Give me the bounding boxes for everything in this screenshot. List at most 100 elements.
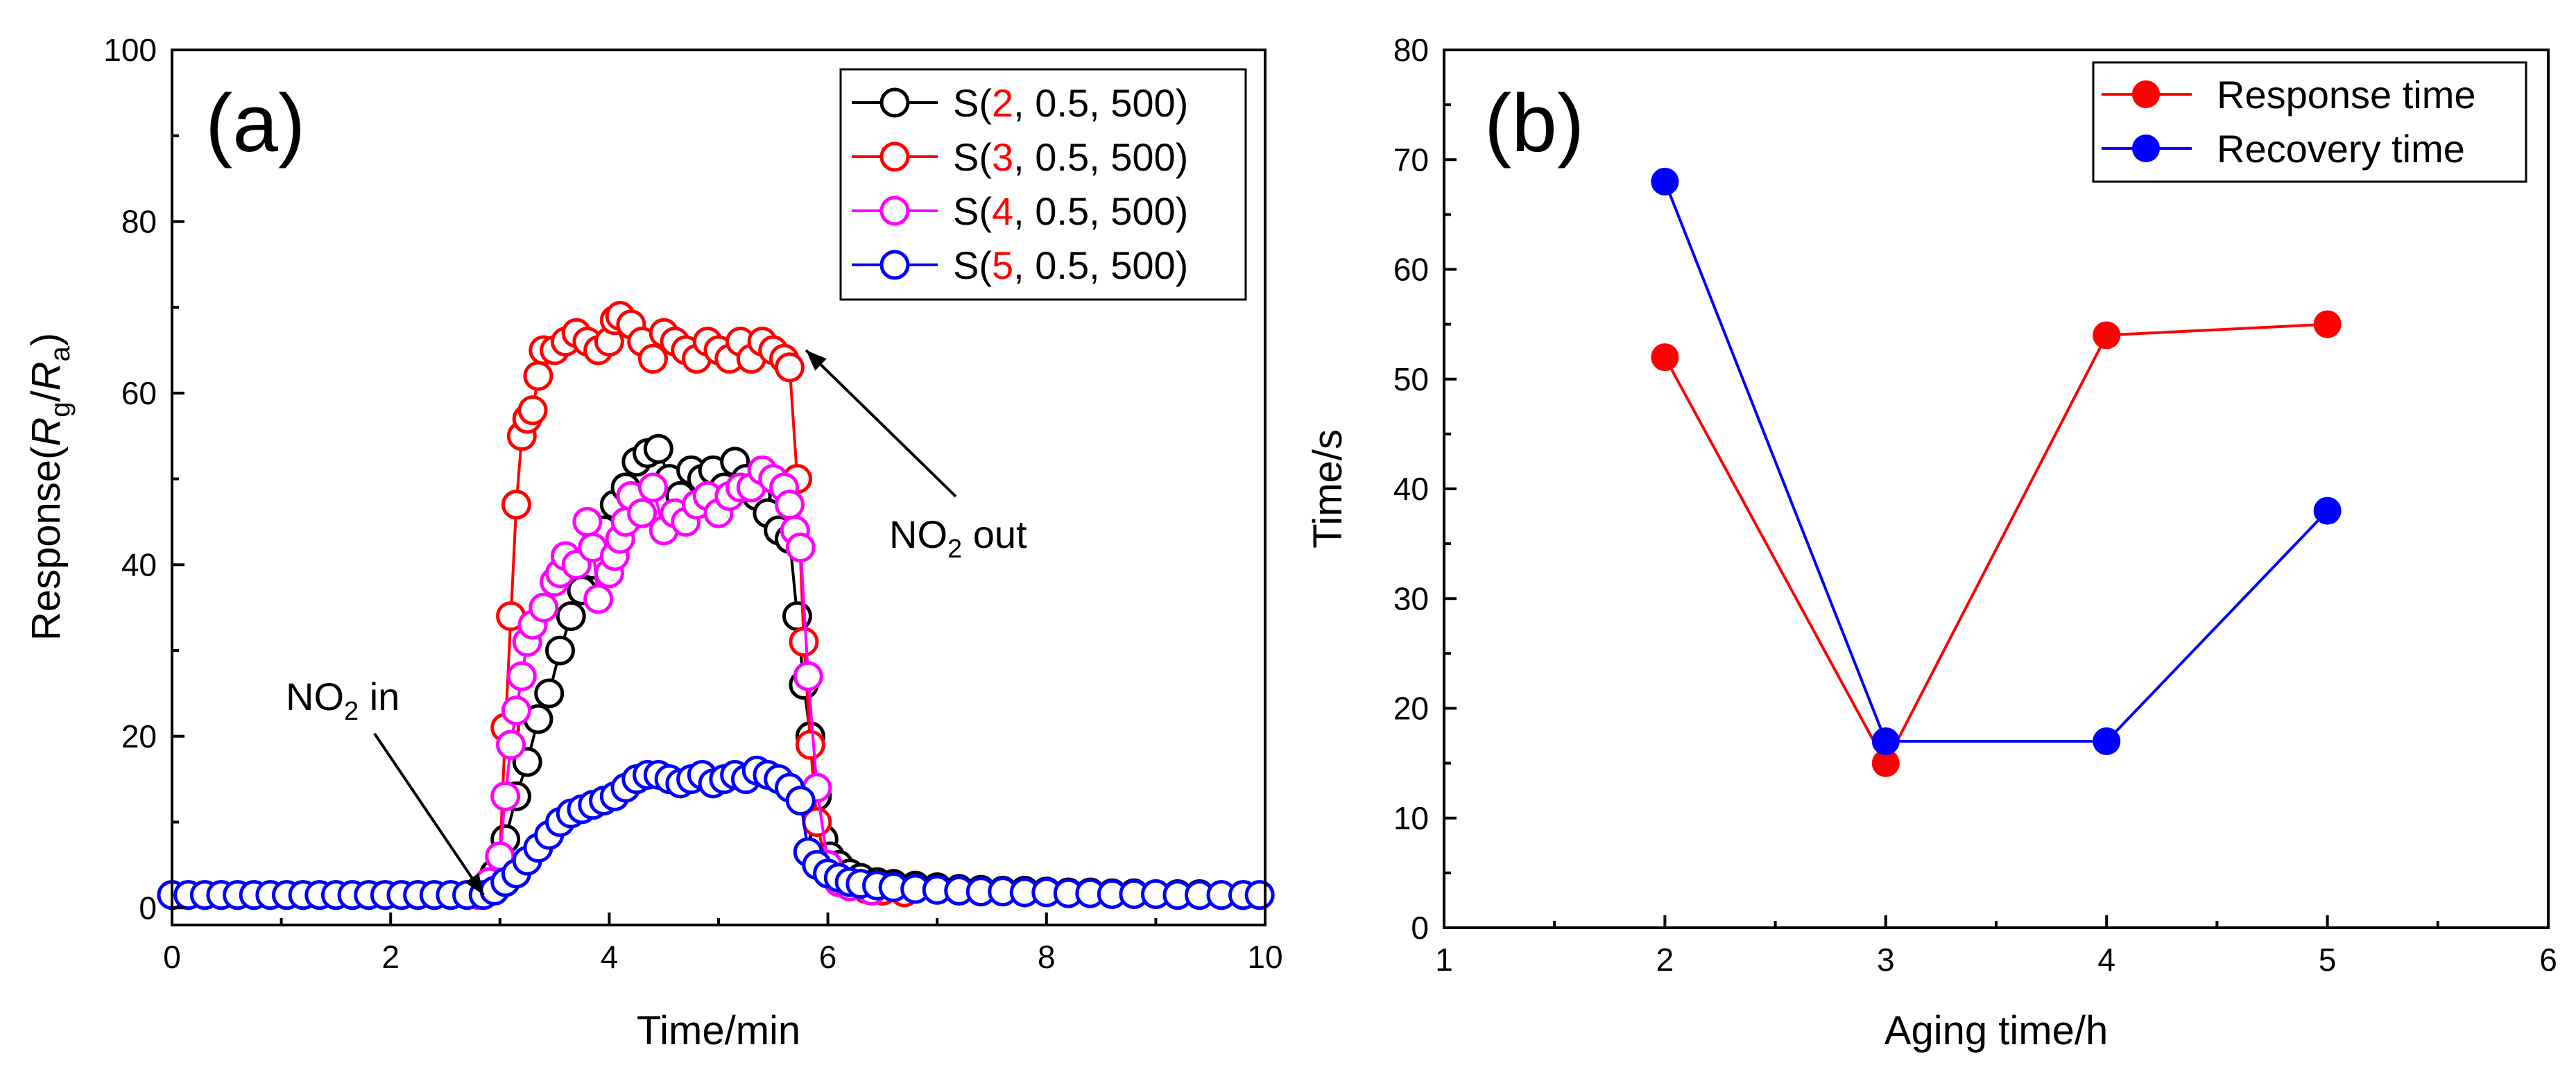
y-label-r2: R: [24, 361, 69, 390]
arrow-shaft: [805, 349, 957, 498]
chart-b-legend-item: Response time: [2102, 73, 2476, 116]
chart-a-legend-item: S(3, 0.5, 500): [852, 135, 1188, 179]
chart-a-x-tick-label: 0: [163, 939, 181, 975]
chart-b-x-tick-label: 4: [2097, 942, 2115, 978]
data-point: [774, 352, 805, 383]
chart-a-y-axis: 0 20 40 60 80 100: [103, 32, 184, 926]
chart-b-y-tick-label: 40: [1393, 471, 1429, 507]
chart-b-x-tick-label: 5: [2319, 942, 2337, 978]
data-point: [789, 627, 819, 657]
chart-a-x-tick-label: 10: [1247, 939, 1282, 975]
y-label-sub2: a: [45, 345, 76, 361]
chart-b: 1 2 3 4 5 6 0 10 20 30 40 50 60 70 80 (b) Aging time/…: [1305, 32, 2557, 1053]
chart-b-y-tick-label: 10: [1393, 800, 1429, 836]
chart-b-y-tick-label: 80: [1393, 32, 1429, 68]
legend-label: S(3, 0.5, 500): [953, 135, 1188, 179]
arrow-head: [806, 350, 827, 371]
chart-a-x-axis: 0 2 4 6 8 10: [163, 913, 1283, 975]
annotation-no2-out-end: out: [962, 512, 1027, 556]
data-point: [637, 343, 668, 374]
legend-label: S(2, 0.5, 500): [953, 81, 1188, 125]
chart-a-legend: S(2, 0.5, 500) S(3, 0.5, 500) S(4, 0.5, 50…: [839, 68, 1247, 301]
legend-swatch-marker: [879, 196, 910, 226]
legend-swatch-marker: [2132, 80, 2160, 108]
chart-b-x-tick-label: 2: [1656, 942, 1674, 978]
y-label-r1: R: [24, 417, 69, 447]
chart-a-panel-label: (a): [205, 78, 305, 169]
chart-a-x-tick-label: 6: [819, 939, 837, 975]
annotation-no2-out: NO2 out: [889, 512, 1027, 564]
chart-a-y-axis-label: Response(Rg/Ra): [24, 333, 76, 641]
data-point: [795, 729, 825, 760]
data-point: [490, 781, 521, 811]
data-point: [2093, 321, 2121, 349]
chart-b-panel-label: (b): [1484, 78, 1584, 169]
data-point: [517, 395, 548, 426]
y-label-sub1: g: [45, 401, 76, 417]
chart-b-x-axis: 1 2 3 4 5 6: [1435, 915, 2557, 978]
y-label-main: Response(: [24, 447, 69, 641]
chart-b-y-axis: 0 10 20 30 40 50 60 70 80: [1393, 32, 1457, 946]
arrow-head: [465, 873, 484, 895]
chart-b-y-tick-label: 50: [1393, 361, 1429, 397]
data-point: [506, 661, 537, 691]
chart-b-legend: Response time Recovery time: [2092, 61, 2527, 183]
data-point: [793, 661, 823, 691]
chart-a-y-tick-label: 0: [139, 890, 157, 926]
data-point: [501, 695, 531, 726]
chart-b-y-tick-label: 70: [1393, 141, 1429, 178]
annotation-no2-out-sub: 2: [947, 535, 962, 564]
chart-a-x-tick-label: 2: [381, 939, 400, 975]
legend-label: Recovery time: [2217, 127, 2465, 171]
data-point: [2093, 727, 2121, 755]
chart-a-legend-item: S(2, 0.5, 500): [852, 81, 1188, 125]
data-point: [1651, 343, 1679, 372]
data-point: [556, 601, 586, 632]
chart-b-legend-item: Recovery time: [2102, 127, 2465, 171]
data-point: [2313, 496, 2342, 525]
chart-b-x-tick-label: 1: [1435, 942, 1453, 978]
chart-a-y-tick-label: 80: [121, 203, 157, 239]
chart-a-y-tick-label: 20: [121, 718, 157, 754]
legend-swatch-marker: [879, 250, 910, 280]
annotation-no2-in-sub: 2: [344, 697, 359, 726]
legend-label: Response time: [2217, 73, 2476, 116]
annotation-no2-in-end: in: [359, 675, 400, 718]
annotation-no2-out-arrow: [805, 349, 957, 498]
chart-a: 0 2 4 6 8 10 0 20 40 60 80 100 (a) Time/min Respon…: [24, 32, 1283, 1053]
data-point: [627, 498, 658, 528]
legend-swatch-marker: [2132, 135, 2160, 162]
data-point: [534, 678, 565, 709]
chart-b-y-tick-label: 60: [1393, 252, 1429, 288]
legend-swatch-marker: [879, 87, 910, 118]
annotation-no2-out-main: NO: [889, 512, 947, 556]
data-point: [496, 729, 526, 760]
data-point: [643, 433, 673, 464]
chart-a-x-axis-label: Time/min: [637, 1008, 800, 1053]
legend-label: S(5, 0.5, 500): [953, 243, 1188, 287]
legend-swatch-marker: [879, 141, 910, 172]
legend-label: S(4, 0.5, 500): [953, 189, 1188, 233]
y-label-slash: /: [24, 390, 69, 401]
data-point: [583, 584, 614, 614]
arrow-shaft: [373, 732, 485, 896]
chart-a-y-tick-label: 60: [121, 375, 157, 411]
y-label-end: ): [24, 333, 69, 346]
data-point: [572, 506, 603, 537]
chart-a-x-tick-label: 4: [601, 939, 619, 975]
chart-b-y-axis-label: Time/s: [1305, 429, 1350, 548]
annotation-no2-in-arrow: [373, 732, 485, 896]
chart-a-legend-item: S(4, 0.5, 500): [852, 189, 1188, 233]
chart-b-legend-box: [2092, 61, 2527, 183]
chart-b-y-tick-label: 20: [1393, 691, 1429, 727]
chart-a-series: [157, 301, 1275, 910]
data-point: [544, 635, 575, 666]
chart-b-series: [1651, 167, 2342, 777]
annotation-no2-in: NO2 in: [286, 675, 400, 726]
data-point: [1651, 167, 1679, 196]
data-point: [1244, 880, 1275, 910]
data-point: [523, 361, 553, 391]
chart-b-series-0: [1651, 310, 2342, 777]
data-point: [501, 490, 531, 520]
data-point: [637, 472, 668, 503]
